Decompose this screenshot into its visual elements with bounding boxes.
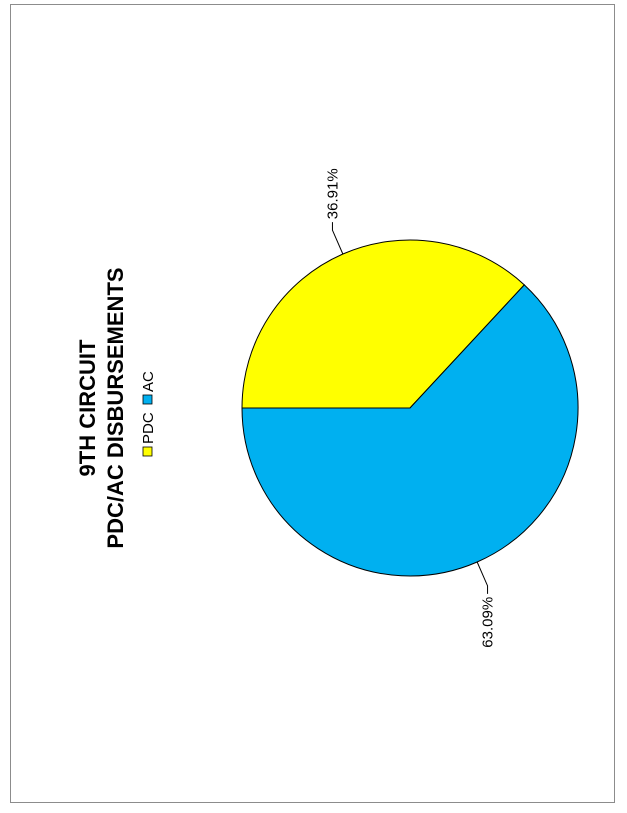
chart-title-line-2: PDC/AC DISBURSEMENTS (103, 267, 128, 548)
pie-slice-pdc (241, 239, 526, 409)
data-labels: 36.91% 63.09% (324, 168, 496, 647)
data-label-ac: 63.09% (480, 597, 497, 648)
pie-slice-ac (241, 284, 579, 577)
leader-lines (331, 222, 489, 594)
legend-label-ac: AC (140, 371, 157, 392)
pie-slices (241, 239, 579, 577)
chart-title: 9TH CIRCUIT PDC/AC DISBURSEMENTS (75, 267, 128, 548)
legend-swatch-pdc (142, 446, 153, 457)
leader-line-pdc (331, 222, 344, 255)
legend-label-pdc: PDC (140, 412, 157, 444)
data-label-pdc: 36.91% (324, 168, 341, 219)
legend-swatch-ac (142, 394, 153, 405)
legend: PDC AC (140, 371, 157, 457)
chart-title-line-1: 9TH CIRCUIT (75, 339, 100, 476)
leader-line-ac (476, 561, 489, 594)
